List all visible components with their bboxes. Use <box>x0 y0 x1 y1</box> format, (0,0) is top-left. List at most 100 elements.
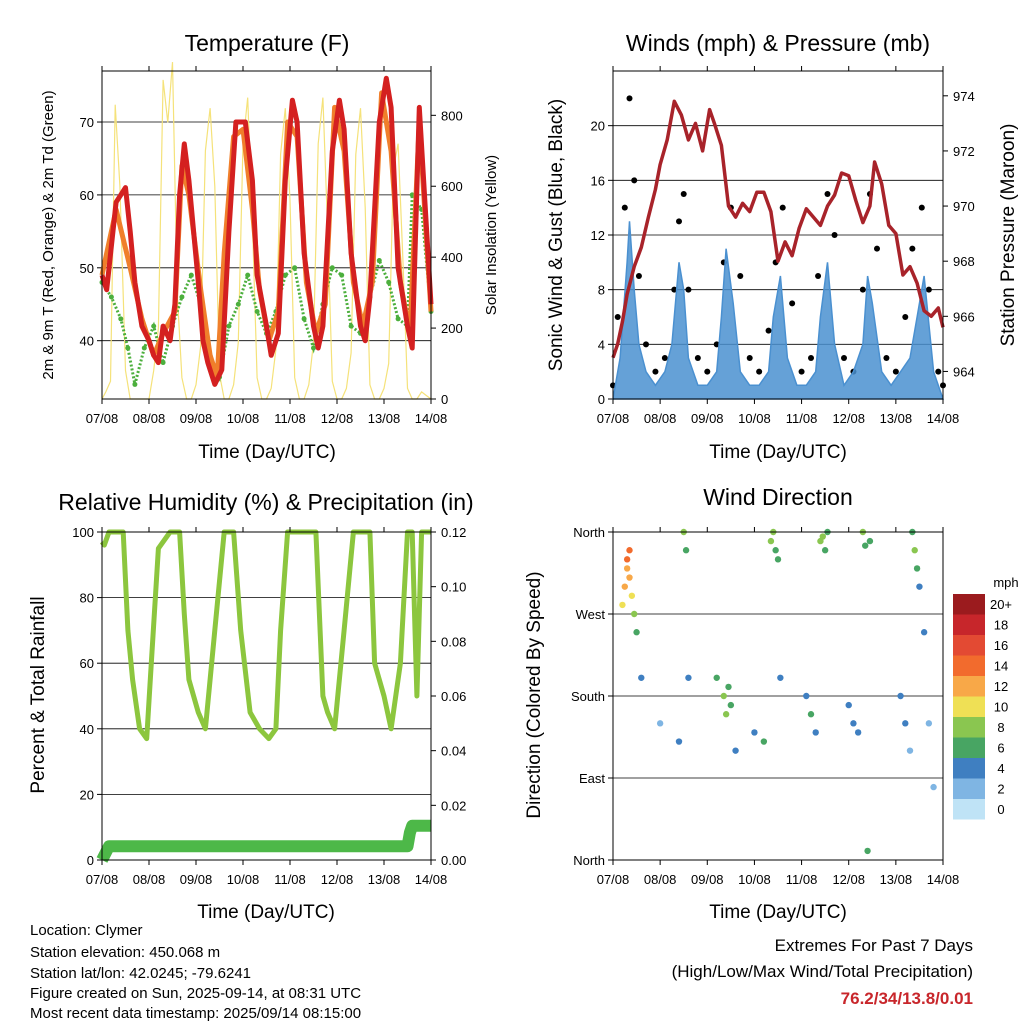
direction-point <box>774 556 782 563</box>
humidity-series <box>96 529 431 863</box>
footer-recent: Most recent data timestamp: 2025/09/14 0… <box>30 1005 361 1022</box>
wind-direction-xtick-label: 11/08 <box>786 872 818 887</box>
legend-label: 4 <box>997 761 1004 776</box>
dewpoint-point <box>151 323 157 329</box>
dewpoint-point <box>188 272 194 278</box>
gust-point <box>892 368 899 375</box>
legend-label: 10 <box>994 700 1008 715</box>
humidity-xtick-label: 13/08 <box>368 872 401 887</box>
legend-swatch <box>953 737 985 758</box>
wind-direction-xtick-label: 14/08 <box>927 872 960 887</box>
temperature-xtick-label: 12/08 <box>321 411 354 426</box>
wind-direction-axes: 07/08 08/08 09/08 10/08 11/08 12/08 13/08 14/08 <box>597 527 960 887</box>
gust-point <box>935 368 942 375</box>
dewpoint-point <box>108 294 114 300</box>
legend-label: 20+ <box>990 597 1012 612</box>
direction-point <box>916 583 923 590</box>
direction-point <box>682 547 690 554</box>
legend-swatch <box>953 758 985 779</box>
winds-axes: 07/08 08/08 09/08 10/08 11/08 12/08 13/08 14/08 <box>597 66 959 426</box>
gust-point <box>909 245 916 252</box>
gust-point <box>824 191 831 197</box>
direction-point <box>850 720 857 727</box>
winds-y2axis: 964 966 968 970 972 974 <box>943 89 975 379</box>
winds-y2tick-label: 974 <box>953 89 975 104</box>
direction-point <box>623 565 631 572</box>
extremes-title: Extremes For Past 7 Days <box>775 936 973 955</box>
temperature-ytick-label: 40 <box>80 334 94 349</box>
wind-direction-title: Wind Direction <box>703 484 853 510</box>
dewpoint-point <box>141 345 147 351</box>
wind-direction-frame <box>612 531 944 861</box>
direction-point <box>854 729 862 736</box>
temperature-ylabel: 2m & 9m T (Red, Orange) & 2m Td (Green) <box>40 90 57 379</box>
winds-xlabel: Time (Day/UTC) <box>709 442 847 463</box>
humidity-y2tick-label: 0.06 <box>441 689 466 704</box>
temperature-ygrid: 40 50 60 70 <box>80 115 431 349</box>
gust-point <box>685 286 692 293</box>
wind-direction-ytick-label: North <box>573 525 605 540</box>
humidity-ytick-label: 40 <box>80 722 94 737</box>
temperature-xlabel: Time (Day/UTC) <box>198 442 336 463</box>
temperature-title: Temperature (F) <box>185 30 350 56</box>
wind-direction-xtick-label: 09/08 <box>691 872 724 887</box>
temperature-xtick-label: 14/08 <box>415 411 448 426</box>
gust-point <box>925 286 932 293</box>
temperature-xtick-label: 08/08 <box>133 411 166 426</box>
winds-ytick-label: 0 <box>598 392 605 407</box>
direction-point <box>631 610 638 618</box>
temperature-xtick-label: 07/08 <box>86 411 119 426</box>
humidity-ytick-label: 20 <box>80 787 94 802</box>
direction-point <box>897 692 904 700</box>
gust-point <box>661 355 668 361</box>
direction-point <box>925 720 933 727</box>
wind-direction-ygrid: North East South West North <box>571 525 943 868</box>
legend-label: 14 <box>994 659 1008 674</box>
direction-point <box>930 783 937 791</box>
wind-direction-xtick-label: 12/08 <box>832 872 865 887</box>
gust-point <box>841 355 847 361</box>
relative-humidity-line <box>99 529 431 742</box>
direction-point <box>906 747 914 754</box>
temp-2m-line <box>99 75 434 387</box>
wind-direction-xlabel: Time (Day/UTC) <box>709 902 847 923</box>
direction-point <box>638 674 645 681</box>
dewpoint-point <box>254 309 260 315</box>
winds-y2tick-label: 968 <box>953 254 975 269</box>
dewpoint-point <box>339 272 345 278</box>
gust-point <box>631 177 638 184</box>
temperature-y2tick-label: 0 <box>441 392 448 407</box>
wind-direction-ytick-label: East <box>579 771 605 786</box>
temperature-ytick-label: 50 <box>80 261 94 276</box>
direction-point <box>626 547 633 554</box>
dewpoint-point <box>226 323 232 329</box>
winds-ytick-label: 8 <box>598 283 605 298</box>
humidity-xtick-label: 07/08 <box>86 872 119 887</box>
direction-point <box>751 729 758 736</box>
footer-elevation: Station elevation: 450.068 m <box>30 944 220 961</box>
gust-point <box>798 368 805 375</box>
humidity-ytick-label: 80 <box>80 591 94 606</box>
pressure-line <box>611 99 945 359</box>
humidity-y2tick-label: 0.00 <box>441 853 466 868</box>
gust-point <box>789 300 796 307</box>
humidity-xlabel: Time (Day/UTC) <box>197 902 335 923</box>
humidity-y2tick-label: 0.10 <box>441 580 466 595</box>
humidity-y2tick-label: 0.12 <box>441 525 466 540</box>
temperature-y2axis: 0 200 400 600 800 <box>431 108 463 407</box>
gust-point <box>737 273 744 279</box>
winds-xtick-label: 09/08 <box>691 411 724 426</box>
legend-label: 0 <box>997 802 1004 817</box>
winds-xtick-label: 11/08 <box>786 411 818 426</box>
humidity-xtick-label: 14/08 <box>415 872 448 887</box>
dewpoint-point <box>409 192 415 198</box>
humidity-xtick-label: 09/08 <box>180 872 213 887</box>
dewpoint-point <box>179 294 185 300</box>
dewpoint-point <box>125 345 131 351</box>
gust-point <box>808 355 814 361</box>
direction-point <box>913 565 921 572</box>
gust-point <box>694 355 701 361</box>
gust-point <box>635 273 642 279</box>
wind-direction-ytick-label: North <box>573 853 605 868</box>
dewpoint-point <box>282 272 288 278</box>
